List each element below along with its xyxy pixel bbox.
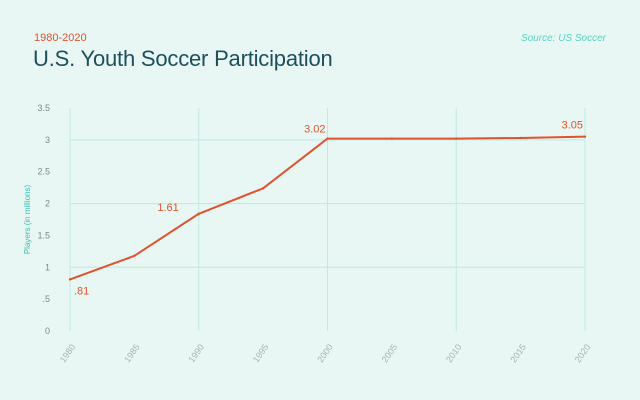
- y-tick-label: 3: [45, 135, 50, 145]
- data-point: [455, 137, 458, 140]
- data-point: [133, 254, 136, 258]
- x-tick-label: 1995: [251, 342, 271, 364]
- x-tick-label: 1985: [122, 342, 142, 364]
- x-tick-label: 2015: [508, 342, 528, 364]
- data-point: [519, 136, 522, 140]
- chart-title: U.S. Youth Soccer Participation: [33, 46, 333, 71]
- y-tick-label: .5: [42, 294, 50, 304]
- x-axis-ticks: 1980 1985 1990 1995 2000 2005 2010 2015 2020: [58, 342, 593, 364]
- chart-subtitle: 1980-2020: [34, 32, 87, 44]
- x-tick-label: 2020: [573, 342, 593, 364]
- data-point: [390, 137, 394, 140]
- x-tick-label: 2005: [380, 342, 400, 364]
- data-label: 1.61: [157, 202, 178, 214]
- data-point: [326, 137, 329, 140]
- data-labels: .81 1.61 3.02 3.05: [74, 120, 583, 298]
- y-tick-label: 0: [45, 326, 50, 336]
- data-point: [583, 135, 587, 138]
- grid-lines: [69, 108, 586, 331]
- data-label: 3.05: [562, 120, 583, 132]
- data-label: 3.02: [304, 124, 325, 136]
- data-point: [261, 187, 265, 190]
- y-tick-label: 2.5: [37, 167, 50, 177]
- y-axis-label: Players (in millions): [23, 184, 32, 254]
- series-layer: [68, 135, 587, 281]
- source-note: Source: US Soccer: [520, 33, 606, 44]
- data-point: [68, 278, 72, 281]
- y-axis-ticks: 0 .5 1 1.5 2 2.5 3 3.5: [37, 103, 50, 336]
- x-tick-label: 2010: [444, 342, 464, 364]
- data-label: .81: [74, 285, 89, 297]
- data-point: [197, 212, 200, 215]
- x-tick-label: 1990: [186, 342, 206, 364]
- x-tick-label: 1980: [58, 342, 78, 364]
- y-tick-label: 3.5: [37, 103, 50, 113]
- x-tick-label: 2000: [315, 342, 335, 364]
- y-tick-label: 2: [45, 199, 50, 209]
- y-tick-label: 1: [45, 262, 50, 272]
- y-tick-label: 1.5: [37, 230, 50, 240]
